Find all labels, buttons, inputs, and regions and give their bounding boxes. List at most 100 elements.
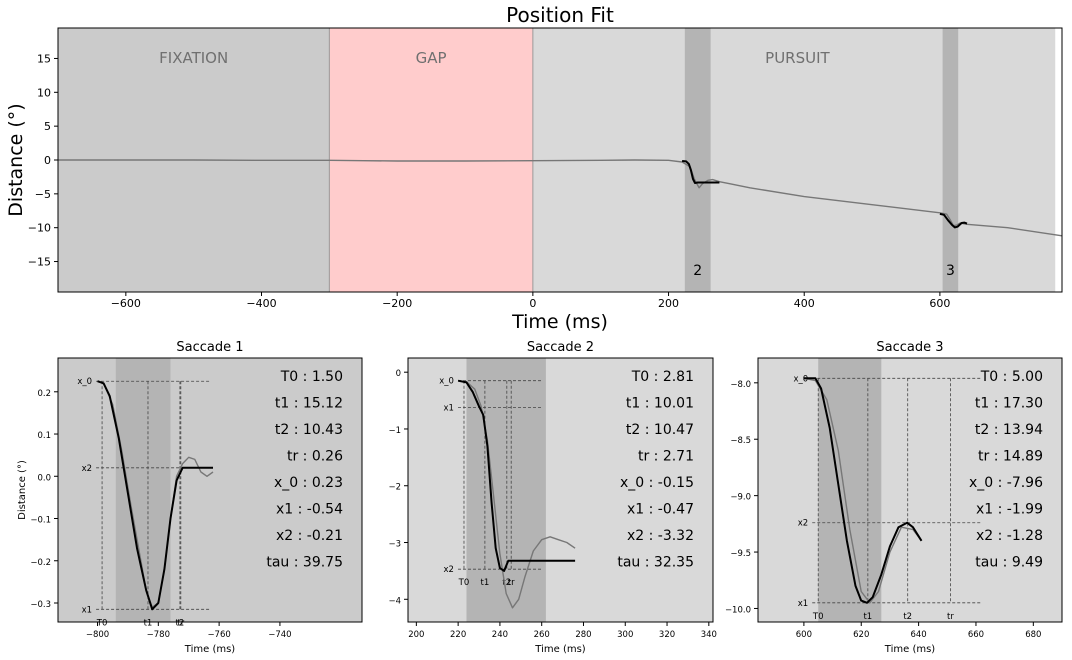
saccade-3-window (818, 358, 882, 622)
saccade-1-ytick-label: −0.1 (30, 516, 51, 526)
main-xlabel: Time (ms) (511, 311, 608, 333)
saccade-2-plot-bg (408, 358, 713, 622)
saccade-1-ytick-label: −0.2 (30, 558, 51, 568)
main-chart: 2 3 FIXATION GAP PURSUIT −600 −400 −200 0 200 400 6… (5, 3, 1063, 333)
main-ytick-label: −10 (28, 222, 51, 235)
saccade-3-series-2 (803, 377, 923, 604)
saccade-2-xtick-label: 300 (617, 630, 633, 640)
phase-label: GAP (416, 49, 447, 67)
saccade-1-series-2 (97, 380, 213, 611)
saccade-2-param: tau : 32.35 (617, 555, 694, 571)
saccade-2-xtick-label: 340 (701, 630, 717, 640)
main-xtick-label: 0 (529, 297, 536, 310)
saccade-1-xtick-label: −780 (147, 630, 170, 640)
main-xtick-label: −600 (111, 297, 141, 310)
saccade-1-ytick-label: 0.0 (37, 473, 51, 483)
saccade-1-ylabel: Distance (°) (17, 460, 28, 520)
saccade-2-frame (407, 357, 714, 623)
saccade-2-xtick-label: 260 (534, 630, 550, 640)
saccade-1-level-label: x2 (82, 464, 92, 474)
saccade-2-param: t1 : 10.01 (626, 396, 694, 412)
saccade-3-param: tr : 14.89 (978, 449, 1043, 465)
saccade-1-level-label: x_0 (77, 377, 92, 387)
saccade-3-ytick-label: −9.5 (730, 549, 751, 559)
saccade-1-level-label: x1 (82, 605, 92, 615)
main-xtick-label: 600 (929, 297, 950, 310)
saccade-1-xlabel: Time (ms) (184, 644, 236, 655)
saccade-3-series-1 (803, 377, 923, 604)
saccade-1-time-label: t1 (144, 618, 153, 628)
saccade-1-time-label: tr (177, 618, 184, 628)
main-series-3 (939, 212, 968, 229)
saccade-2-param: T0 : 2.81 (631, 369, 694, 385)
saccade-1-param: T0 : 1.50 (280, 369, 343, 385)
saccade-3-plot-bg (758, 358, 1062, 622)
main-ytick-label: −15 (28, 256, 51, 269)
main-xtick-label: 200 (658, 297, 679, 310)
saccade-3-time-label: t2 (903, 612, 912, 622)
saccade-2-param: x1 : -0.47 (627, 502, 694, 518)
main-ytick-label: 10 (37, 86, 51, 99)
saccade-1-param: x2 : -0.21 (276, 528, 343, 544)
saccade-2-param: tr : 2.71 (638, 449, 694, 465)
main-ytick-label: 15 (37, 52, 51, 65)
phase-label: FIXATION (159, 49, 228, 67)
saccade-3-ytick-label: −8.0 (730, 380, 751, 390)
main-series-1 (58, 159, 1063, 237)
saccade-1-time-label: T0 (96, 618, 108, 628)
saccade-1-param: x_0 : 0.23 (274, 475, 343, 491)
saccade-2-ytick-label: 0 (396, 369, 401, 379)
saccade-2-series-2 (457, 379, 576, 572)
saccade-3-frame (757, 357, 1063, 623)
saccade-1-ytick-label: 0.1 (37, 431, 51, 441)
saccade-1-param: t2 : 10.43 (275, 422, 343, 438)
saccade-2-title: Saccade 2 (527, 340, 594, 355)
saccade-3-xtick-label: 600 (796, 630, 812, 640)
saccade-2-level-label: x_0 (439, 377, 454, 387)
saccade-3-time-label: t1 (863, 612, 872, 622)
main-ytick-label: −5 (35, 188, 51, 201)
saccade-3-xtick-label: 680 (1025, 630, 1041, 640)
saccade-2-level-label: x2 (444, 565, 454, 575)
saccade-3-xlabel: Time (ms) (884, 644, 936, 655)
main-ytick-label: 5 (44, 120, 51, 133)
saccade-1-ytick-label: 0.2 (37, 389, 51, 399)
saccade-1-time-label: t2 (176, 618, 185, 628)
saccade-3-param: x2 : -1.28 (976, 528, 1043, 544)
saccade-3-param: T0 : 5.00 (980, 369, 1043, 385)
saccade-2-time-label: T0 (458, 578, 470, 588)
saccade-2-param: t2 : 10.47 (626, 422, 694, 438)
saccade-1-param: t1 : 15.12 (275, 396, 343, 412)
saccade-2-time-label: tr (508, 578, 515, 588)
saccade-1-param: x1 : -0.54 (276, 502, 343, 518)
saccade-3-param: t2 : 13.94 (975, 422, 1043, 438)
saccade-3-param: tau : 9.49 (975, 555, 1043, 571)
saccade-3-ytick-label: −9.0 (730, 493, 751, 503)
saccade-3-level-label: x1 (798, 599, 808, 609)
saccade-window-label: 2 (693, 263, 702, 279)
main-xtick-label: −200 (382, 297, 412, 310)
saccade-2-ytick-label: −4 (388, 596, 401, 606)
saccade-1-ytick-label: −0.3 (30, 600, 51, 610)
saccade-2-ytick-label: −1 (388, 426, 401, 436)
saccade-3-title: Saccade 3 (876, 340, 943, 355)
saccade-1-title: Saccade 1 (176, 340, 243, 355)
phase-label: PURSUIT (765, 49, 830, 67)
saccade-1-xtick-label: −760 (207, 630, 230, 640)
saccade-3-param: x_0 : -7.96 (969, 475, 1043, 491)
saccade-1-xtick-label: −740 (268, 630, 291, 640)
saccade-3-param: t1 : 17.30 (975, 396, 1043, 412)
saccade-3-param: x1 : -1.99 (976, 502, 1043, 518)
main-series-2 (682, 160, 720, 184)
saccade-2-time-label: t1 (481, 578, 490, 588)
saccade-3-level-label: x_0 (794, 374, 809, 384)
saccade-2-series-1 (458, 380, 576, 609)
saccade-2-ytick-label: −3 (388, 540, 401, 550)
saccade-2-xlabel: Time (ms) (534, 644, 586, 655)
saccade-2-param: x_0 : -0.15 (620, 475, 694, 491)
saccade-2-level-label: x1 (444, 403, 454, 413)
saccade-1-param: tau : 39.75 (266, 555, 343, 571)
